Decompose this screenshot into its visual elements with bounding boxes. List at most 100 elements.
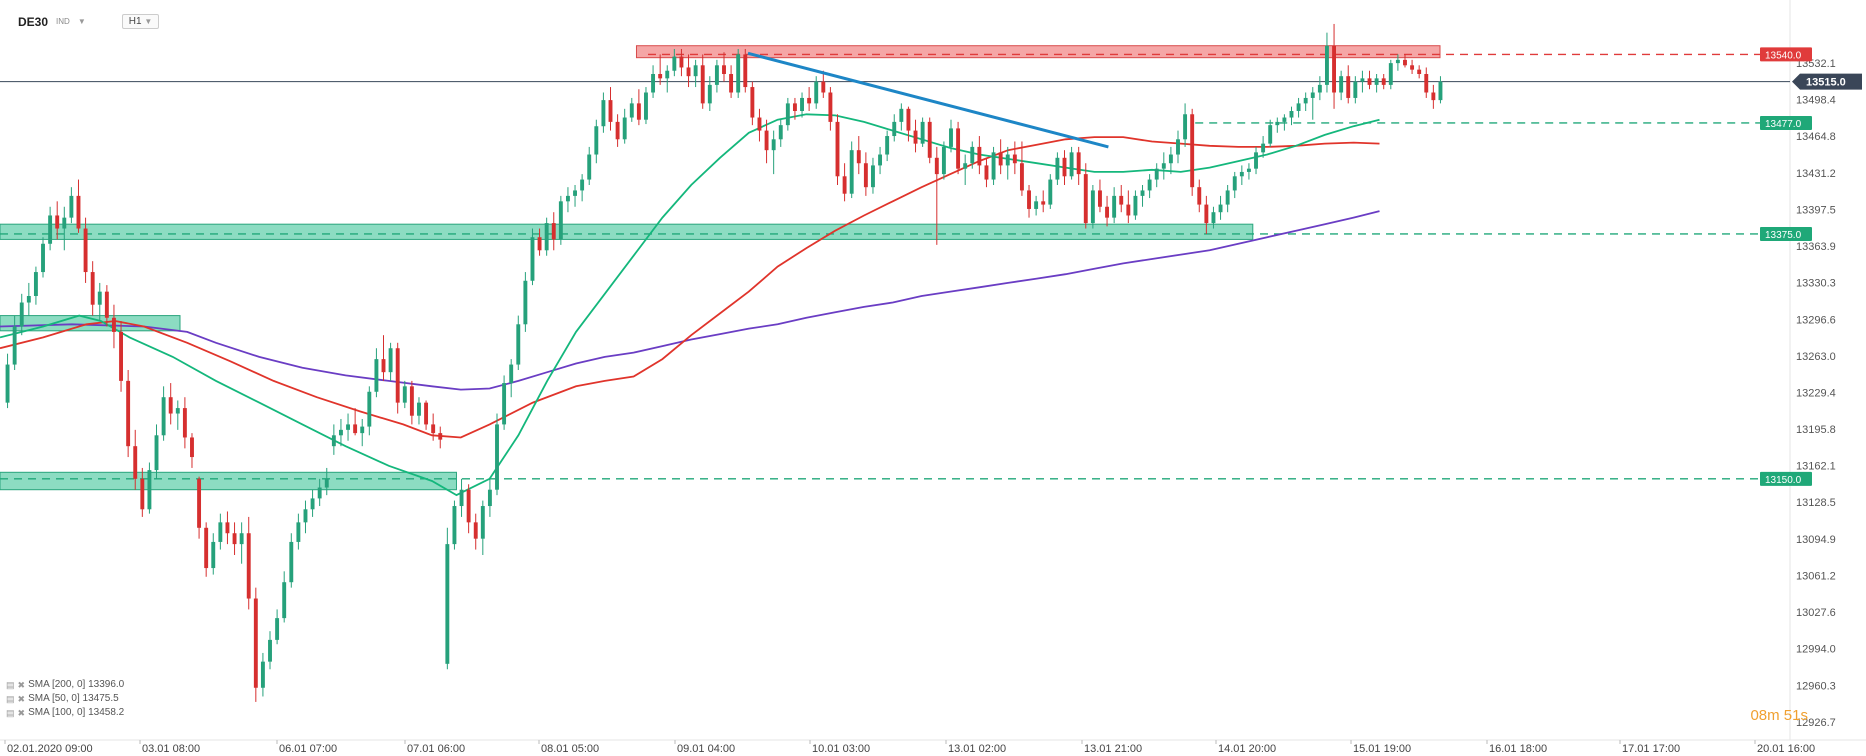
candle-body[interactable] <box>1388 63 1393 85</box>
candle-body[interactable] <box>537 237 542 251</box>
candle-body[interactable] <box>1218 204 1223 213</box>
candle-body[interactable] <box>55 215 60 229</box>
candle-body[interactable] <box>949 128 953 147</box>
legend-row[interactable]: ▤ ✖ SMA [100, 0] 13458.2 <box>6 706 124 720</box>
candle-body[interactable] <box>1346 76 1351 98</box>
candle-body[interactable] <box>722 65 726 74</box>
candle-body[interactable] <box>1019 163 1024 191</box>
candle-body[interactable] <box>175 408 180 414</box>
candle-body[interactable] <box>1168 154 1173 164</box>
candle-body[interactable] <box>1211 212 1216 224</box>
candle-body[interactable] <box>1197 187 1202 205</box>
candle-body[interactable] <box>1126 204 1131 216</box>
candle-body[interactable] <box>679 56 684 68</box>
candle-body[interactable] <box>1161 163 1166 169</box>
candle-body[interactable] <box>133 446 138 479</box>
candle-body[interactable] <box>26 296 31 303</box>
candle-body[interactable] <box>580 179 585 191</box>
candle-body[interactable] <box>927 121 932 158</box>
candle-body[interactable] <box>97 291 102 305</box>
candle-body[interactable] <box>140 478 145 510</box>
candle-body[interactable] <box>1360 78 1365 82</box>
candle-body[interactable] <box>182 408 187 438</box>
candle-body[interactable] <box>1232 176 1237 191</box>
candle-body[interactable] <box>714 65 719 85</box>
candle-body[interactable] <box>452 506 457 545</box>
candle-body[interactable] <box>594 126 599 155</box>
candle-body[interactable] <box>1395 59 1400 64</box>
settings-icon[interactable]: ▤ <box>6 680 15 690</box>
candle-body[interactable] <box>771 139 776 151</box>
candle-body[interactable] <box>1041 201 1046 205</box>
candle-body[interactable] <box>346 424 350 430</box>
candle-body[interactable] <box>693 65 698 77</box>
candle-body[interactable] <box>282 582 287 619</box>
candle-body[interactable] <box>69 195 74 218</box>
candle-body[interactable] <box>5 364 10 403</box>
candle-body[interactable] <box>338 429 343 436</box>
price-axis[interactable]: 13532.113498.413464.813431.213397.513363… <box>1796 58 1836 729</box>
candle-body[interactable] <box>381 359 386 373</box>
candle-body[interactable] <box>1339 76 1344 93</box>
close-icon[interactable]: ✖ <box>17 708 26 718</box>
candle-body[interactable] <box>253 598 258 688</box>
candle-body[interactable] <box>1034 201 1039 209</box>
candle-body[interactable] <box>459 489 464 507</box>
candle-body[interactable] <box>821 81 826 93</box>
candle-body[interactable] <box>941 146 946 175</box>
candle-body[interactable] <box>587 154 592 180</box>
candle-body[interactable] <box>1190 114 1195 188</box>
candle-body[interactable] <box>622 117 627 140</box>
candle-body[interactable] <box>331 435 336 447</box>
candle-body[interactable] <box>495 424 499 490</box>
candle-body[interactable] <box>998 152 1003 166</box>
candle-body[interactable] <box>1005 154 1010 166</box>
candle-body[interactable] <box>438 433 443 440</box>
candle-body[interactable] <box>800 97 804 111</box>
legend-row[interactable]: ▤ ✖ SMA [50, 0] 13475.5 <box>6 692 124 706</box>
candle-body[interactable] <box>409 386 414 416</box>
candle-body[interactable] <box>1381 78 1386 85</box>
candle-body[interactable] <box>232 533 237 545</box>
candle-body[interactable] <box>1353 81 1358 98</box>
candle-body[interactable] <box>502 383 507 425</box>
candle-body[interactable] <box>1438 81 1443 101</box>
candle-body[interactable] <box>360 426 365 434</box>
candle-body[interactable] <box>615 121 620 140</box>
candle-body[interactable] <box>168 397 173 414</box>
candle-body[interactable] <box>835 121 840 177</box>
candle-body[interactable] <box>665 70 670 79</box>
candle-body[interactable] <box>83 228 88 273</box>
symbol-name[interactable]: DE30 <box>18 14 49 29</box>
candle-body[interactable] <box>736 54 741 93</box>
candle-body[interactable] <box>48 215 53 244</box>
candle-body[interactable] <box>1062 157 1067 177</box>
candle-body[interactable] <box>1140 190 1145 196</box>
candle-body[interactable] <box>1332 45 1336 93</box>
candle-body[interactable] <box>1374 78 1379 85</box>
candle-body[interactable] <box>764 130 769 151</box>
candle-body[interactable] <box>317 487 322 499</box>
candle-body[interactable] <box>147 470 152 510</box>
candle-body[interactable] <box>1431 92 1436 101</box>
candle-body[interactable] <box>828 92 833 122</box>
candle-body[interactable] <box>487 489 492 507</box>
candle-body[interactable] <box>374 359 379 392</box>
candle-body[interactable] <box>1282 117 1287 122</box>
candle-body[interactable] <box>303 509 308 523</box>
candle-body[interactable] <box>636 103 641 120</box>
candle-body[interactable] <box>90 272 95 305</box>
candle-body[interactable] <box>1012 154 1017 164</box>
candle-body[interactable] <box>906 108 911 131</box>
candle-body[interactable] <box>424 402 429 425</box>
candle-body[interactable] <box>104 291 109 318</box>
candle-body[interactable] <box>310 498 315 510</box>
candle-body[interactable] <box>1147 179 1152 191</box>
candle-body[interactable] <box>1424 74 1429 93</box>
candle-body[interactable] <box>1069 152 1074 177</box>
candle-body[interactable] <box>778 125 783 140</box>
candle-body[interactable] <box>402 386 407 403</box>
close-icon[interactable]: ✖ <box>17 680 26 690</box>
candle-body[interactable] <box>544 223 549 251</box>
candle-body[interactable] <box>246 533 251 599</box>
